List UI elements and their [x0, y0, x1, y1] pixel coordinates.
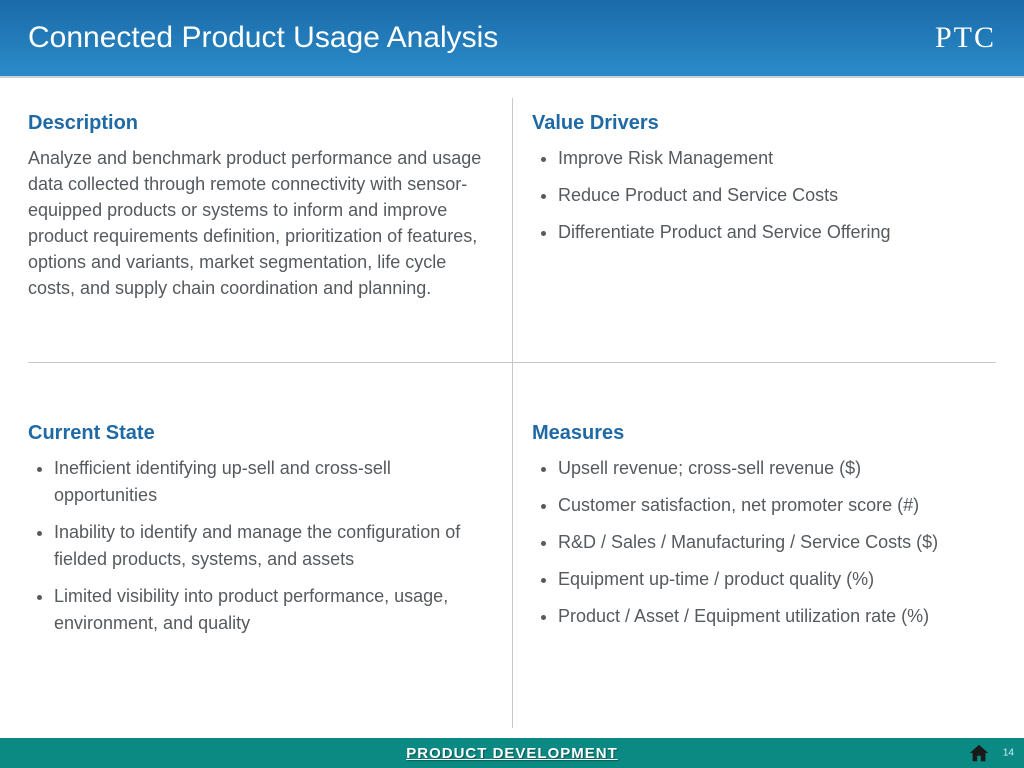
home-icon[interactable]	[968, 742, 990, 764]
list-item: Equipment up-time / product quality (%)	[558, 566, 990, 593]
measures-cell: Measures Upsell revenue; cross-sell reve…	[532, 412, 996, 738]
description-heading: Description	[28, 112, 486, 135]
list-item: Inefficient identifying up-sell and cros…	[54, 455, 486, 509]
description-cell: Description Analyze and benchmark produc…	[28, 102, 492, 392]
slide-body: Description Analyze and benchmark produc…	[0, 80, 1024, 738]
footer-section-link[interactable]: PRODUCT DEVELOPMENT	[406, 745, 618, 762]
list-item: Customer satisfaction, net promoter scor…	[558, 492, 990, 519]
list-item: Differentiate Product and Service Offeri…	[558, 219, 990, 246]
list-item: R&D / Sales / Manufacturing / Service Co…	[558, 529, 990, 556]
vertical-divider	[512, 98, 513, 728]
current-state-list: Inefficient identifying up-sell and cros…	[28, 455, 486, 637]
description-text: Analyze and benchmark product performanc…	[28, 145, 486, 302]
list-item: Limited visibility into product performa…	[54, 583, 486, 637]
current-state-cell: Current State Inefficient identifying up…	[28, 412, 492, 738]
list-item: Upsell revenue; cross-sell revenue ($)	[558, 455, 990, 482]
slide-title: Connected Product Usage Analysis	[28, 21, 498, 55]
list-item: Inability to identify and manage the con…	[54, 519, 486, 573]
current-state-heading: Current State	[28, 422, 486, 445]
horizontal-divider	[28, 362, 996, 363]
value-drivers-cell: Value Drivers Improve Risk Management Re…	[532, 102, 996, 392]
measures-list: Upsell revenue; cross-sell revenue ($) C…	[532, 455, 990, 630]
value-drivers-list: Improve Risk Management Reduce Product a…	[532, 145, 990, 246]
slide-header: Connected Product Usage Analysis PTC	[0, 0, 1024, 78]
list-item: Improve Risk Management	[558, 145, 990, 172]
page-number: 14	[1003, 748, 1014, 759]
slide-footer: PRODUCT DEVELOPMENT 14	[0, 738, 1024, 768]
list-item: Reduce Product and Service Costs	[558, 182, 990, 209]
measures-heading: Measures	[532, 422, 990, 445]
value-drivers-heading: Value Drivers	[532, 112, 990, 135]
ptc-logo: PTC	[935, 21, 996, 55]
list-item: Product / Asset / Equipment utilization …	[558, 603, 990, 630]
